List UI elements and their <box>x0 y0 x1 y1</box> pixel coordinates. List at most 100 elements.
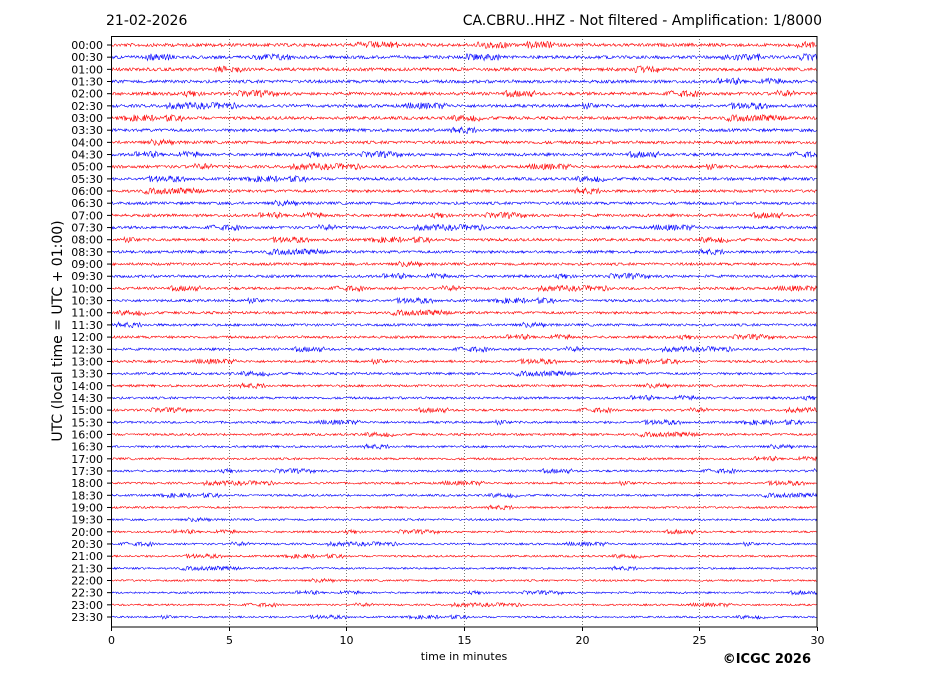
trace-1130 <box>110 321 817 329</box>
x-tick-label: 20 <box>576 634 590 647</box>
trace-0300 <box>110 113 817 123</box>
y-tick-label: 15:30 <box>71 416 103 429</box>
trace-0530 <box>110 174 817 183</box>
trace-1530 <box>110 418 817 426</box>
trace-1400 <box>110 382 817 390</box>
trace-0030 <box>110 52 817 62</box>
y-tick-label: 19:00 <box>71 501 103 514</box>
trace-0800 <box>110 235 817 244</box>
y-tick-label: 00:30 <box>71 51 103 64</box>
y-tick-label: 20:30 <box>71 538 103 551</box>
trace-1700 <box>110 455 817 462</box>
x-tick-label: 10 <box>340 634 354 647</box>
trace-0830 <box>110 247 817 256</box>
trace-1430 <box>110 394 817 402</box>
copyright-label: ©ICGC 2026 <box>723 652 811 667</box>
y-tick-label: 22:30 <box>71 587 103 600</box>
y-tick-label: 17:30 <box>71 465 103 478</box>
y-tick-label: 01:30 <box>71 76 103 89</box>
y-tick-label: 02:30 <box>71 100 103 113</box>
y-tick-label: 16:00 <box>71 428 103 441</box>
y-tick-label: 09:00 <box>71 258 103 271</box>
trace-1330 <box>110 370 817 378</box>
x-tick-label: 30 <box>811 634 825 647</box>
y-tick-label: 07:30 <box>71 222 103 235</box>
trace-1200 <box>110 333 817 341</box>
trace-2230 <box>110 589 817 596</box>
y-tick-label: 13:30 <box>71 368 103 381</box>
trace-0230 <box>110 101 817 110</box>
y-tick-label: 17:00 <box>71 453 103 466</box>
trace-0700 <box>110 211 817 220</box>
trace-2030 <box>110 540 817 548</box>
trace-0430 <box>110 150 817 159</box>
y-tick-label: 16:30 <box>71 441 103 454</box>
trace-2100 <box>110 553 817 560</box>
trace-1500 <box>110 406 817 414</box>
y-tick-label: 15:00 <box>71 404 103 417</box>
trace-1000 <box>110 284 817 293</box>
y-tick-label: 22:00 <box>71 574 103 587</box>
y-tick-label: 06:30 <box>71 197 103 210</box>
trace-0600 <box>110 186 817 196</box>
trace-1830 <box>110 492 817 499</box>
y-tick-label: 10:30 <box>71 295 103 308</box>
trace-1100 <box>110 308 817 317</box>
trace-0100 <box>110 65 817 74</box>
x-tick-label: 0 <box>108 634 115 647</box>
y-tick-label: 08:00 <box>71 234 103 247</box>
y-tick-label: 09:30 <box>71 270 103 283</box>
trace-0630 <box>110 199 817 207</box>
y-tick-label: 03:30 <box>71 124 103 137</box>
y-tick-label: 18:00 <box>71 477 103 490</box>
chart-title: CA.CBRU..HHZ - Not filtered - Amplificat… <box>463 13 822 29</box>
trace-1300 <box>110 357 817 366</box>
y-tick-label: 04:00 <box>71 136 103 149</box>
trace-1630 <box>110 443 817 450</box>
x-tick-label: 25 <box>693 634 707 647</box>
trace-1730 <box>110 467 817 475</box>
y-tick-label: 23:00 <box>71 599 103 612</box>
y-tick-label: 10:00 <box>71 282 103 295</box>
y-tick-label: 14:30 <box>71 392 103 405</box>
y-tick-label: 12:00 <box>71 331 103 344</box>
trace-2000 <box>110 528 817 535</box>
trace-0130 <box>110 77 817 85</box>
y-tick-label: 14:00 <box>71 380 103 393</box>
y-tick-label: 04:30 <box>71 149 103 162</box>
y-axis-label: UTC (local time = UTC + 01:00) <box>50 220 66 441</box>
trace-0900 <box>110 260 817 268</box>
trace-2330 <box>110 614 817 620</box>
trace-1230 <box>110 345 817 353</box>
trace-0930 <box>110 272 817 280</box>
trace-2200 <box>110 577 817 584</box>
x-axis-label: time in minutes <box>421 650 508 663</box>
trace-0000 <box>110 40 817 50</box>
y-tick-label: 12:30 <box>71 343 103 356</box>
y-tick-label: 19:30 <box>71 514 103 527</box>
y-tick-label: 01:00 <box>71 63 103 76</box>
y-tick-label: 13:00 <box>71 355 103 368</box>
y-tick-label: 05:00 <box>71 161 103 174</box>
y-tick-label: 00:00 <box>71 39 103 52</box>
y-tick-label: 21:00 <box>71 550 103 563</box>
trace-0330 <box>110 126 817 134</box>
trace-1030 <box>110 296 817 305</box>
trace-1600 <box>110 431 817 438</box>
trace-1900 <box>110 504 817 511</box>
y-tick-label: 20:00 <box>71 526 103 539</box>
trace-2300 <box>110 601 817 609</box>
y-tick-label: 11:30 <box>71 319 103 332</box>
date-label: 21-02-2026 <box>106 13 187 29</box>
y-tick-label: 06:00 <box>71 185 103 198</box>
y-tick-label: 02:00 <box>71 88 103 101</box>
x-tick-label: 15 <box>458 634 472 647</box>
trace-1930 <box>110 516 817 523</box>
trace-0200 <box>110 89 817 98</box>
y-tick-label: 21:30 <box>71 562 103 575</box>
trace-2130 <box>110 565 817 572</box>
y-tick-label: 08:30 <box>71 246 103 259</box>
y-tick-label: 05:30 <box>71 173 103 186</box>
trace-1800 <box>110 479 817 487</box>
trace-0730 <box>110 223 817 232</box>
